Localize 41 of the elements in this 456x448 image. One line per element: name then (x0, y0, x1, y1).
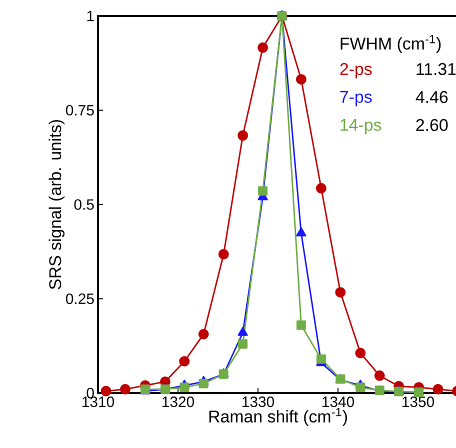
x-tick-label: 1350 (402, 396, 434, 408)
annotation: 11.31 (416, 63, 456, 76)
y-tick-label: 0.25 (66, 293, 94, 304)
point (335, 287, 346, 298)
point (198, 328, 209, 340)
point (120, 384, 130, 394)
point (100, 386, 112, 396)
x-tick-label: 1310 (82, 396, 114, 408)
legend-title: FWHM (cm$^{-1}$) (340, 35, 441, 53)
x-tick-label: 1340 (322, 396, 354, 408)
text: 2-ps (340, 63, 372, 78)
point (296, 74, 306, 85)
x-tick-label: 1320 (162, 396, 194, 408)
annotation: 4.46 (416, 91, 448, 104)
point (198, 378, 208, 388)
point (180, 382, 190, 392)
y-tick-label: 1 (87, 10, 94, 22)
x-axis-title: Raman shift (cm$^{-1}$) (209, 408, 347, 426)
text: 7-ps (340, 91, 372, 106)
text: 14-ps (340, 119, 382, 134)
point (356, 382, 366, 392)
point (296, 320, 306, 330)
y-tick-label: 0 (86, 388, 94, 398)
point (316, 183, 326, 194)
point (355, 348, 366, 358)
point (238, 339, 248, 349)
point (218, 249, 229, 260)
x-tick-label: 1330 (242, 396, 274, 408)
point (238, 326, 248, 336)
point (296, 227, 306, 236)
y-tick-label: 0.75 (66, 104, 94, 116)
point (238, 130, 248, 141)
point (258, 42, 268, 53)
y-tick-label: 0.5 (74, 199, 94, 210)
annotation: 2.60 (416, 119, 448, 132)
point (316, 354, 326, 364)
point (374, 370, 385, 381)
point (258, 186, 268, 196)
y-axis-title: SRS signal (arb. units) (48, 120, 65, 290)
point (179, 356, 190, 367)
point (432, 384, 444, 394)
